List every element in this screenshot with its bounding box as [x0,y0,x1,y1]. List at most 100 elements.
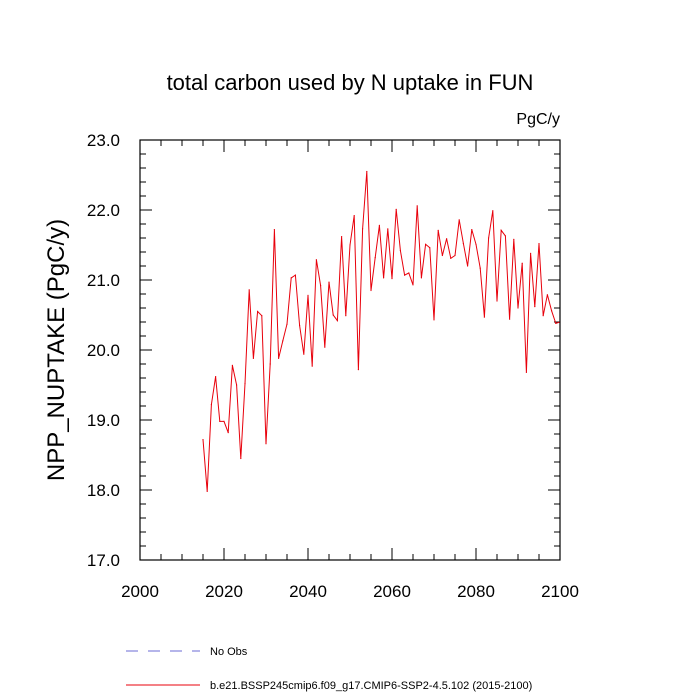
data-point [345,315,347,317]
legend-label-ssp245: b.e21.BSSP245cmip6.f09_g17.CMIP6-SSP2-4.… [210,680,532,692]
x-tick-label: 2020 [205,582,243,601]
data-point [223,420,225,422]
y-tick-label: 19.0 [87,411,120,430]
data-point [408,272,410,274]
data-point [219,420,221,422]
data-point [521,262,523,264]
data-point [525,371,528,373]
data-point [299,324,301,327]
data-point [534,306,536,308]
data-point [353,215,355,217]
legend: No Obs b.e21.BSSP245cmip6.f09_g17.CMIP6-… [126,646,532,692]
y-tick-label: 21.0 [87,271,120,290]
y-tick-label: 23.0 [87,131,120,150]
data-point [294,274,296,276]
data-point [517,307,519,309]
x-tick-label: 2000 [121,582,159,601]
data-point [206,490,208,492]
data-point [282,340,284,342]
data-point [378,224,380,226]
data-point [450,257,452,259]
data-point [362,228,364,230]
data-point [273,229,275,231]
data-point [252,357,254,359]
data-point [513,238,515,240]
data-point [420,277,422,279]
data-point [357,369,359,371]
y-tick-label: 17.0 [87,551,120,570]
x-tick-label: 2040 [289,582,327,601]
data-point [458,219,460,221]
data-point [332,314,334,316]
data-point [244,383,246,385]
plot-frame [139,139,561,561]
data-point [467,265,469,267]
data-point [395,208,397,210]
data-point [496,300,498,302]
data-point [240,457,242,460]
axis-ticks [139,139,561,561]
data-point [399,250,401,252]
data-point [236,384,238,386]
chart-title: total carbon used by N uptake in FUN [167,70,534,95]
data-point [479,267,481,269]
data-point [542,315,544,317]
data-point [391,278,393,280]
y-axis-label: NPP_NUPTAKE (PgC/y) [43,219,70,481]
data-point [370,289,372,292]
data-point [441,254,443,257]
data-point [509,318,511,320]
data-point [475,243,477,245]
data-point [257,310,259,313]
data-point [210,404,212,406]
data-point [504,235,506,237]
data-point [488,237,490,239]
data-point [315,259,317,261]
data-point [278,357,280,359]
x-tick-label: 2100 [541,582,579,601]
data-point [462,243,464,245]
data-point [366,170,368,173]
tick-labels: 2000 2020 2040 2060 2080 2100 17.0 18.0 19.0 20.0… [87,131,579,601]
data-point [555,322,557,324]
data-point [433,319,435,321]
y-tick-label: 22.0 [87,201,120,220]
series-line [202,171,561,492]
data-point [538,243,540,245]
data-point [286,323,288,325]
data-point [446,238,448,240]
data-point [412,284,414,286]
x-tick-label: 2080 [457,582,495,601]
data-point [349,244,351,246]
data-point [425,243,427,245]
data-point [546,294,549,296]
data-point [530,252,532,254]
data-point [437,229,439,231]
data-point [320,285,322,287]
data-point [454,254,456,257]
data-point [336,320,338,322]
data-point [383,277,385,279]
data-point [307,294,309,296]
data-point [290,277,292,279]
data-point [551,310,553,312]
data-point [500,229,502,231]
data-point [265,443,267,445]
series-layer [202,170,561,492]
legend-label-no-obs: No Obs [210,646,248,658]
data-point [328,281,330,283]
data-point [404,274,406,276]
data-point [471,229,473,231]
units-label: PgC/y [516,111,560,128]
data-point [227,432,229,434]
y-tick-label: 18.0 [87,481,120,500]
data-point [492,210,494,212]
y-tick-label: 20.0 [87,341,120,360]
data-point [387,228,389,230]
data-point [311,365,313,367]
x-tick-label: 2060 [373,582,411,601]
data-point [261,315,263,317]
data-point [324,346,326,348]
data-point [303,353,305,355]
